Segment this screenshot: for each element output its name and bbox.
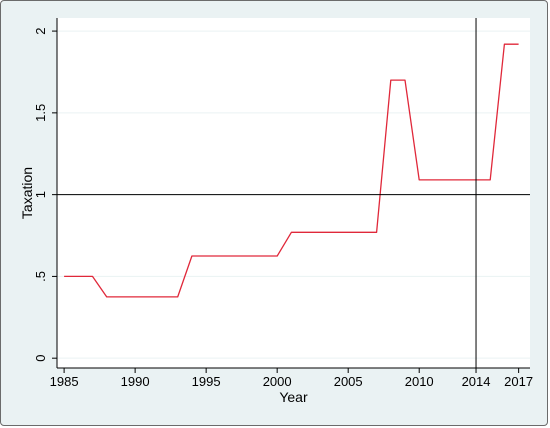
- x-tick-label: 1985: [50, 374, 79, 389]
- y-tick-label: 0: [33, 355, 48, 362]
- x-tick-label: 2014: [462, 374, 491, 389]
- x-tick-label: 1995: [192, 374, 221, 389]
- x-tick-label: 2010: [405, 374, 434, 389]
- reference-lines: [57, 18, 530, 368]
- y-tick-label: 1.5: [33, 104, 48, 122]
- x-tick-label: 2005: [334, 374, 363, 389]
- x-tick-label: 2000: [263, 374, 292, 389]
- series-line: [64, 43, 519, 298]
- x-tick-label: 2017: [504, 374, 533, 389]
- y-tick-label: 2: [33, 27, 48, 34]
- x-tick-label: 1990: [121, 374, 150, 389]
- y-tick-label: .5: [33, 271, 48, 282]
- y-axis-title: Taxation: [19, 167, 35, 219]
- plot-area: [57, 18, 530, 368]
- y-tick-label: 1: [33, 191, 48, 198]
- x-axis-title: Year: [279, 389, 308, 405]
- axes: 0 .5 1 1.5 2 1985 1990 1995 2000 2005 2010 2014 2017: [33, 18, 533, 389]
- series-layer: [64, 43, 519, 298]
